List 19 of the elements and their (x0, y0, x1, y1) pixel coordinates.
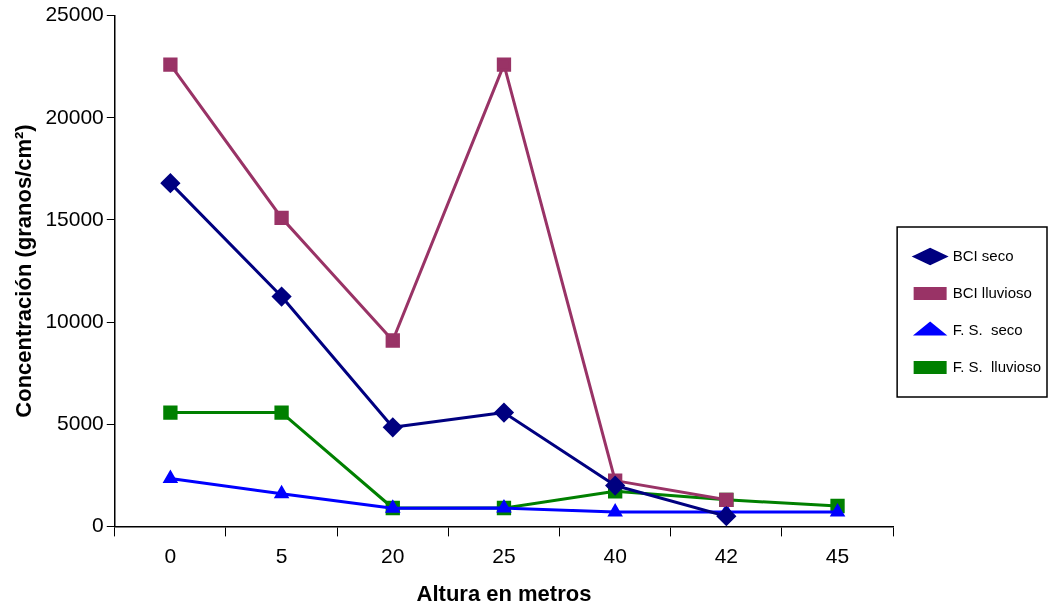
y-axis-title: Concentración (granos/cm²) (11, 124, 37, 418)
x-tick-label: 0 (164, 543, 177, 567)
x-tick-label: 42 (714, 543, 739, 567)
legend-label: BCI lluvioso (952, 283, 1032, 301)
x-axis-title: Altura en metros (416, 580, 592, 606)
y-tick-label: 0 (92, 513, 104, 537)
legend-label: BCI seco (952, 246, 1014, 264)
y-tick-label: 20000 (45, 104, 104, 128)
y-tick-label: 25000 (45, 2, 104, 26)
x-tick-label: 20 (381, 543, 405, 567)
y-tick-label: 5000 (57, 411, 104, 435)
x-tick-label: 25 (492, 543, 516, 567)
legend-label: F. S. seco (952, 320, 1023, 338)
legend-label: F. S. lluvioso (952, 357, 1042, 375)
x-tick-label: 40 (603, 543, 627, 567)
x-tick-label: 45 (825, 543, 850, 567)
x-tick-label: 5 (275, 543, 288, 567)
y-tick-label: 15000 (45, 206, 104, 230)
y-tick-label: 10000 (45, 308, 104, 332)
